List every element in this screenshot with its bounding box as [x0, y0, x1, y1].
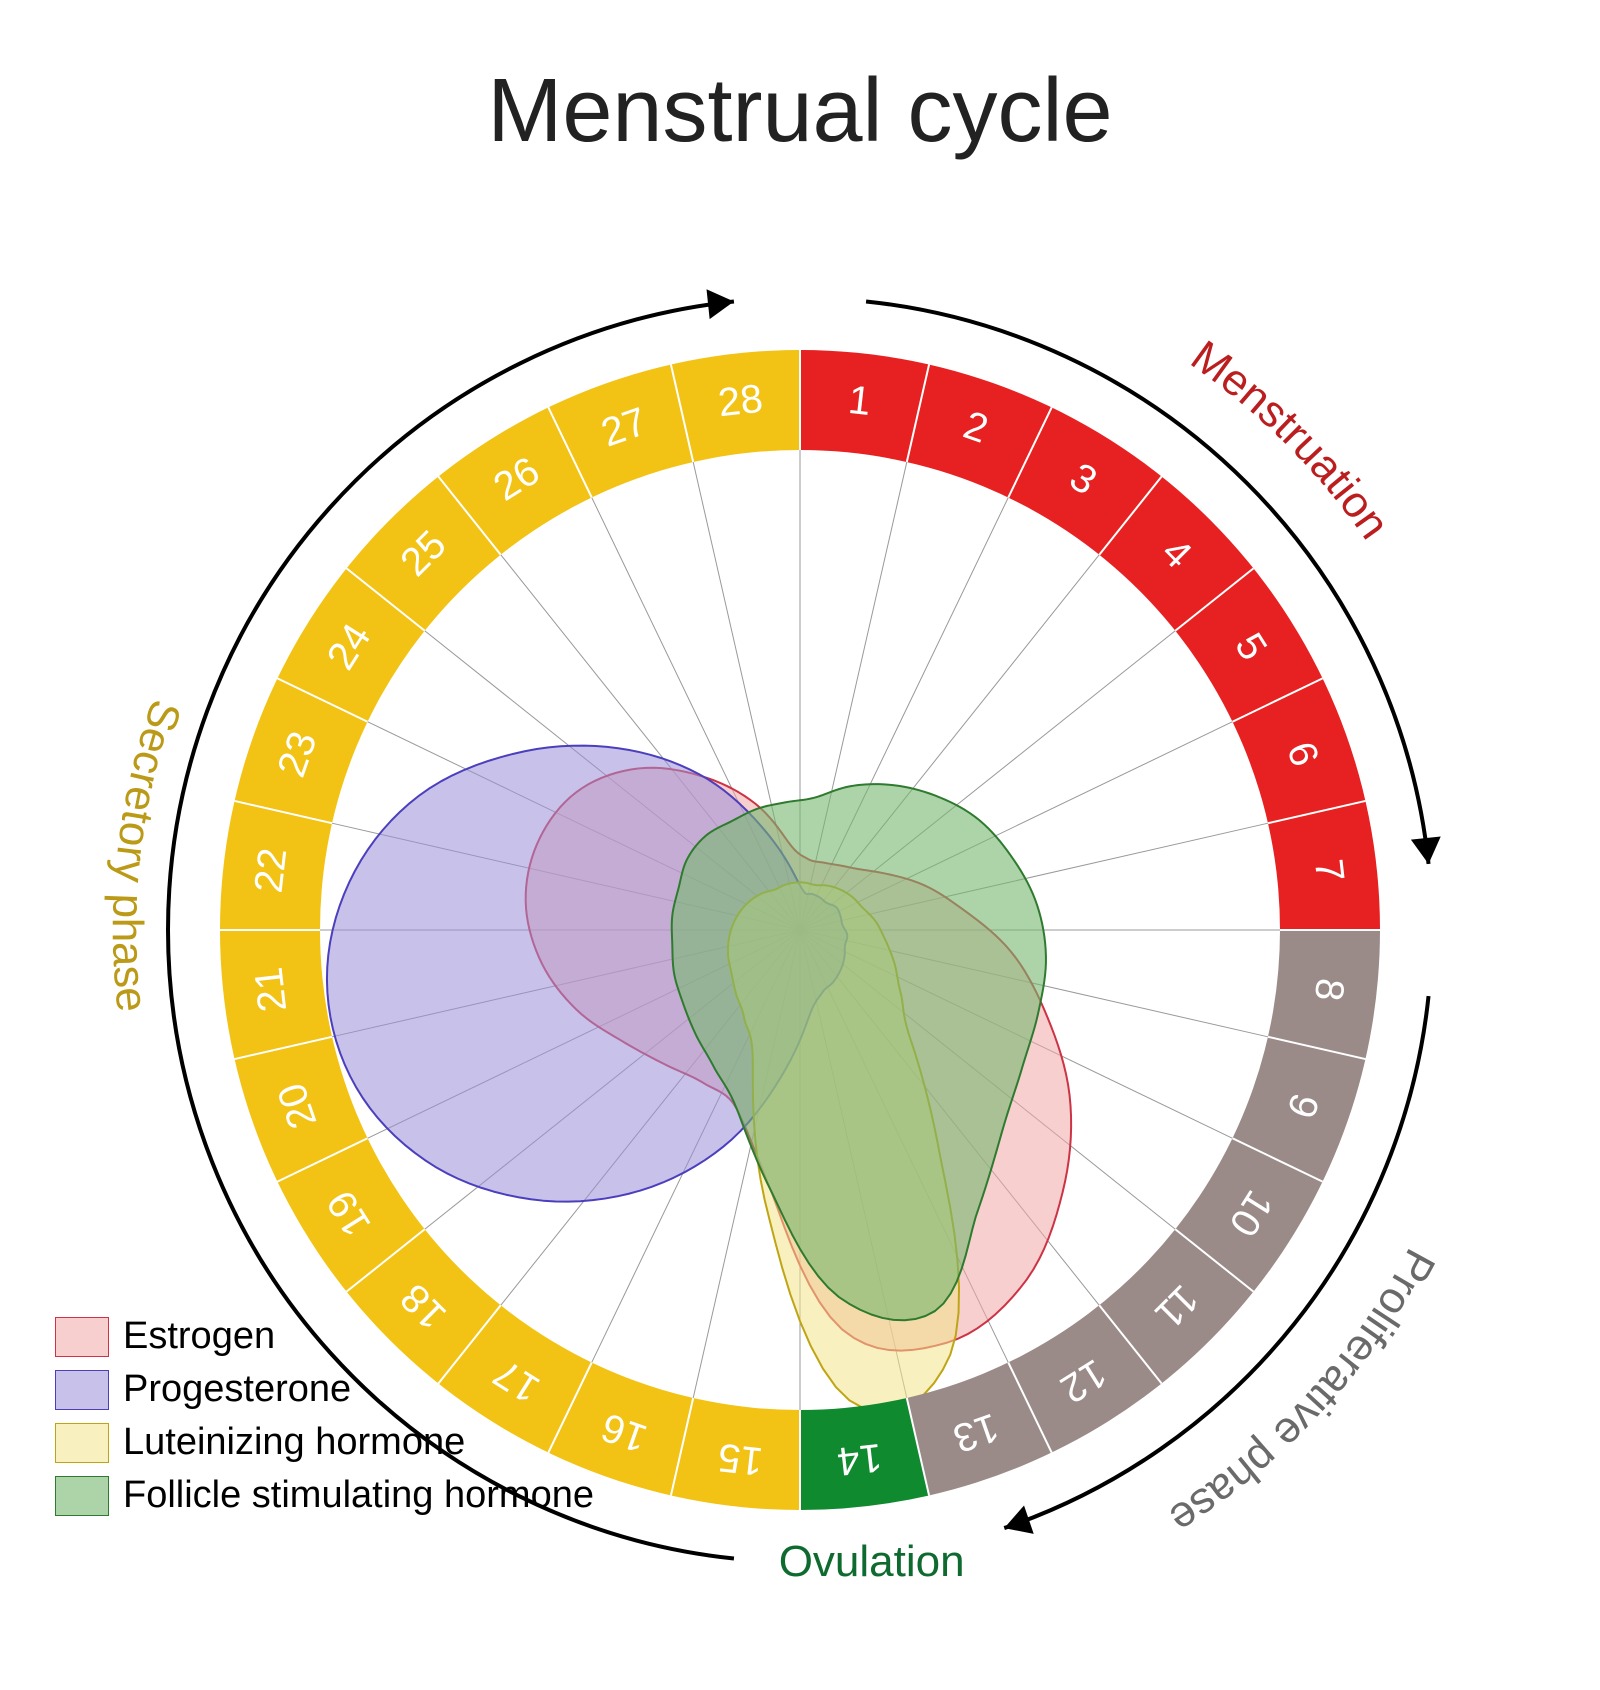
day-label-28: 28 [716, 377, 765, 426]
day-label-14: 14 [835, 1435, 884, 1484]
legend-label: Estrogen [123, 1315, 275, 1358]
legend-row: Luteinizing hormone [55, 1421, 594, 1464]
diagram-title: Menstrual cycle [0, 60, 1600, 163]
day-label-21: 21 [247, 965, 296, 1014]
legend-label: Progesterone [123, 1368, 351, 1411]
phase-label: Secretory phase [103, 694, 190, 1014]
hormone-legend: Estrogen Progesterone Luteinizing hormone F… [55, 1315, 594, 1527]
phase-label: Menstruation [1182, 331, 1399, 547]
phase-label-ovulation: Ovulation [779, 1537, 965, 1586]
legend-swatch [55, 1476, 109, 1516]
legend-swatch [55, 1370, 109, 1410]
menstrual-cycle-diagram: Menstrual cycle 123456789101112131415161… [0, 0, 1600, 1690]
legend-row: Estrogen [55, 1315, 594, 1358]
day-label-15: 15 [716, 1435, 765, 1484]
legend-label: Luteinizing hormone [123, 1421, 465, 1464]
legend-swatch [55, 1317, 109, 1357]
legend-swatch [55, 1423, 109, 1463]
day-label-22: 22 [247, 846, 296, 895]
legend-row: Progesterone [55, 1368, 594, 1411]
legend-label: Follicle stimulating hormone [123, 1474, 594, 1517]
legend-row: Follicle stimulating hormone [55, 1474, 594, 1517]
